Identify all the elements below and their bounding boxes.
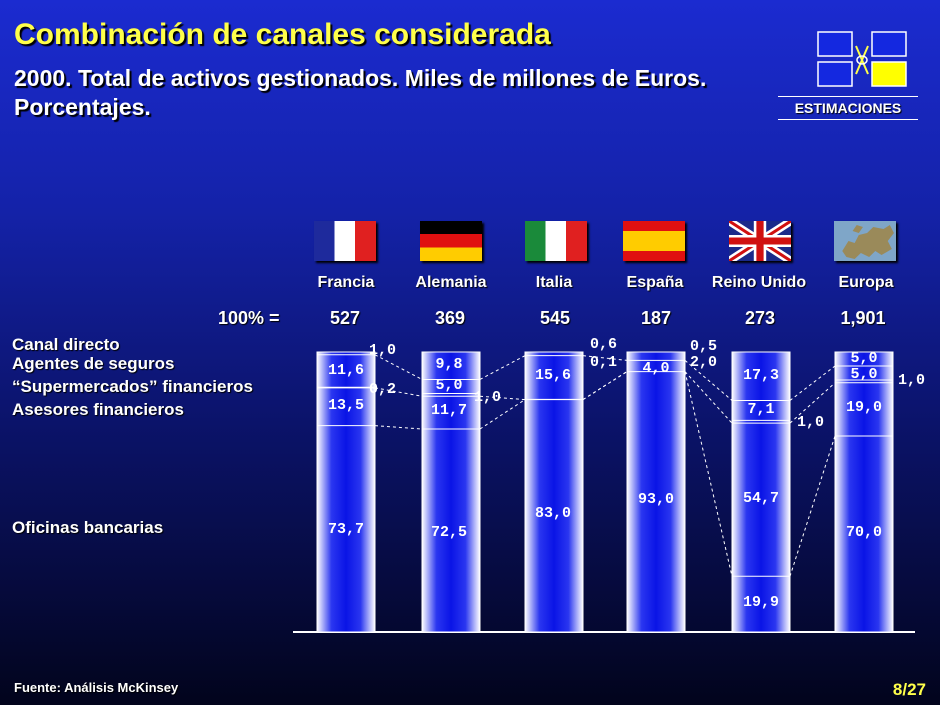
total-espana: 187 [640, 308, 672, 328]
data-label-francia-supermercados-financieros: 0,2 [369, 381, 396, 398]
estimaciones-badge: ESTIMACIONES [778, 96, 918, 120]
connector-line [374, 425, 423, 430]
data-label-europa-asesores-financieros: 19,0 [846, 399, 882, 416]
data-label-reino-unido-agentes-de-seguros: 7,1 [747, 401, 774, 418]
category-label-oficinas: Oficinas bancarias [12, 518, 164, 537]
connector-line [582, 355, 628, 361]
category-label-supermercados: “Supermercados” financieros [12, 377, 253, 396]
bar-alemania [421, 351, 481, 633]
connector-line [684, 371, 733, 424]
connector-line [479, 355, 526, 380]
connector-line [582, 371, 628, 401]
bar-espana [626, 351, 686, 633]
data-label-espana-agentes-de-seguros: 4,0 [642, 360, 669, 377]
connector-line [479, 395, 526, 401]
data-label-reino-unido-asesores-financieros: 54,7 [743, 490, 779, 507]
connector-line [479, 399, 526, 430]
connector-line [789, 435, 836, 577]
bar-italia [524, 351, 584, 633]
data-label-alemania-agentes-de-seguros: 5,0 [435, 377, 462, 394]
italy-flag-icon [525, 221, 587, 261]
europe-map-icon [834, 221, 896, 261]
page-title: Combinación de canales considerada [14, 18, 551, 51]
data-label-francia-canal-directo: 1,0 [369, 342, 396, 359]
country-label-alemania: Alemania [415, 274, 487, 291]
connector-line [374, 354, 423, 380]
country-label-francia: Francia [317, 274, 375, 291]
bar-europa [834, 351, 894, 633]
data-label-europa-supermercados-financieros: 1,0 [898, 372, 925, 389]
data-label-italia-oficinas-bancarias: 83,0 [535, 505, 571, 522]
data-label-francia-asesores-financieros: 13,5 [328, 397, 364, 414]
data-label-reino-unido-canal-directo: 17,3 [743, 367, 779, 384]
data-label-francia-oficinas-bancarias: 73,7 [328, 521, 364, 538]
connector-line [789, 382, 836, 424]
data-label-francia-agentes-de-seguros: 11,6 [328, 362, 364, 379]
bar-francia [316, 351, 376, 633]
data-label-reino-unido-supermercados-financieros: 1,0 [797, 414, 824, 431]
country-label-italia: Italia [535, 274, 573, 291]
connector-line [582, 371, 628, 401]
total-italia: 545 [539, 308, 571, 328]
data-label-alemania-canal-directo: 9,8 [435, 356, 462, 373]
page-subtitle: 2000. Total de activos gestionados. Mile… [14, 65, 707, 120]
source-note: Fuente: Análisis McKinsey [14, 680, 179, 695]
data-label-espana-canal-directo: 2,0 [690, 354, 717, 371]
category-label-canal-directo: Canal directo [12, 335, 120, 354]
data-label-europa-canal-directo: 5,0 [850, 350, 877, 367]
connector-line [374, 387, 423, 397]
data-label-extra: 0,5 [690, 338, 717, 355]
data-label-italia-canal-directo: 0,6 [590, 336, 617, 353]
connector-line [684, 360, 733, 401]
category-label-asesores: Asesores financieros [12, 400, 184, 419]
total-francia: 527 [329, 308, 361, 328]
connector-line [789, 365, 836, 401]
france-flag-icon [314, 221, 376, 261]
data-label-alemania-supermercados-financieros: 1,0 [474, 389, 501, 406]
total-alemania: 369 [434, 308, 466, 328]
data-label-alemania-oficinas-bancarias: 72,5 [431, 524, 467, 541]
total-europa: 1,901 [840, 308, 886, 328]
germany-flag-icon [420, 221, 482, 261]
page-number: 8/27 [892, 680, 926, 699]
country-label-europa: Europa [838, 274, 894, 291]
total-prefix: 100% = [218, 308, 280, 328]
logo-icon [817, 31, 907, 87]
total-reino-unido: 273 [744, 308, 776, 328]
data-label-europa-oficinas-bancarias: 70,0 [846, 524, 882, 541]
data-label-italia-agentes-de-seguros: 15,6 [535, 367, 571, 384]
country-label-espana: España [626, 274, 684, 291]
uk-flag-icon [729, 221, 791, 261]
data-label-europa-agentes-de-seguros: 5,0 [850, 366, 877, 383]
data-label-italia-supermercados-financieros: 0,1 [590, 354, 617, 371]
data-label-reino-unido-oficinas-bancarias: 19,9 [743, 594, 779, 611]
category-label-agentes: Agentes de seguros [12, 354, 175, 373]
spain-flag-icon [623, 221, 685, 261]
data-label-espana-oficinas-bancarias: 93,0 [638, 491, 674, 508]
country-label-reino-unido: Reino Unido [711, 274, 807, 291]
data-label-alemania-asesores-financieros: 11,7 [431, 402, 467, 419]
connector-line [684, 371, 733, 577]
bar-reino-unido [731, 351, 791, 633]
